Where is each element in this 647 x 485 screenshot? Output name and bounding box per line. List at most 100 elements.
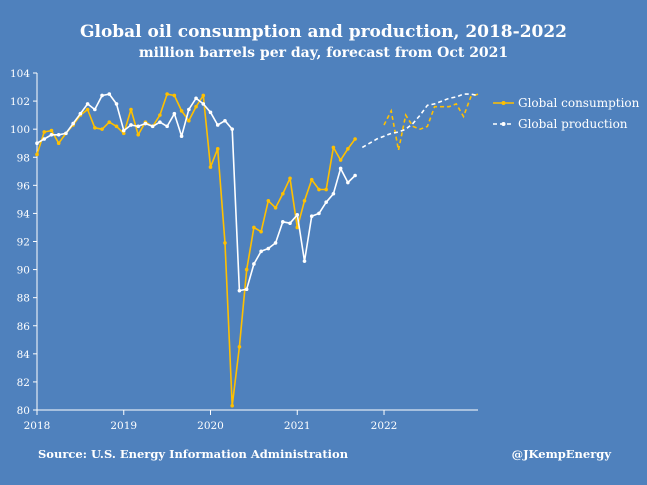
data-point — [129, 107, 133, 112]
data-point — [56, 141, 61, 146]
legend-label: Global production — [518, 117, 628, 131]
y-tick-label: 92 — [17, 237, 30, 249]
data-point — [208, 110, 213, 115]
data-point — [100, 93, 104, 98]
legend-entry: Global production — [493, 117, 628, 131]
x-tick-label: 2020 — [197, 420, 224, 432]
data-point — [194, 96, 198, 101]
data-point — [302, 259, 307, 263]
data-point — [136, 124, 141, 129]
series-production — [35, 92, 479, 293]
data-point — [281, 191, 285, 196]
data-point — [295, 213, 300, 217]
data-point — [49, 128, 54, 133]
legend-marker — [501, 101, 506, 105]
data-point — [78, 111, 83, 116]
y-tick-label: 80 — [17, 405, 30, 417]
data-point — [252, 262, 256, 266]
y-tick-label: 86 — [17, 321, 31, 333]
data-point — [49, 132, 54, 137]
data-point — [194, 104, 198, 109]
data-point — [114, 102, 119, 106]
data-point — [223, 241, 227, 245]
series-consumption — [35, 92, 479, 408]
y-tick-label: 90 — [17, 265, 30, 277]
data-point — [215, 123, 220, 127]
data-point — [158, 113, 162, 117]
data-point — [71, 121, 75, 126]
x-tick-label: 2022 — [371, 420, 398, 432]
data-point — [165, 124, 169, 129]
data-point — [93, 107, 97, 112]
data-point — [56, 132, 61, 137]
data-point — [237, 345, 242, 349]
data-point — [179, 134, 184, 138]
data-point — [309, 177, 314, 182]
series-line-history — [36, 93, 356, 407]
y-tick-label: 84 — [17, 349, 31, 361]
y-tick-label: 102 — [10, 96, 30, 108]
data-point — [266, 198, 271, 203]
legend-marker — [501, 122, 506, 126]
data-point — [288, 176, 292, 181]
source-note: Source: U.S. Energy Information Administ… — [38, 447, 349, 461]
y-tick-label: 104 — [10, 68, 30, 80]
data-point — [165, 92, 169, 96]
data-point — [353, 137, 357, 141]
data-point — [187, 107, 191, 112]
data-point — [35, 152, 39, 157]
y-tick-label: 98 — [17, 152, 30, 164]
y-tick-label: 82 — [17, 377, 30, 389]
series-line-forecast — [361, 93, 479, 149]
data-point — [179, 109, 184, 113]
data-point — [302, 198, 307, 203]
y-tick-label: 94 — [17, 208, 31, 220]
data-point — [201, 102, 206, 106]
data-point — [85, 102, 90, 106]
data-point — [42, 137, 47, 141]
chart-title: Global oil consumption and production, 2… — [79, 22, 568, 42]
data-point — [208, 165, 213, 169]
data-point — [346, 180, 350, 185]
data-point — [266, 246, 271, 251]
data-point — [324, 187, 328, 192]
data-point — [136, 132, 141, 137]
data-point — [259, 229, 263, 234]
y-tick-label: 88 — [17, 293, 30, 305]
x-tick-label: 2019 — [110, 420, 137, 432]
data-point — [129, 123, 133, 127]
data-point — [100, 127, 104, 131]
data-point — [121, 128, 126, 133]
data-point — [331, 145, 336, 150]
data-point — [172, 111, 177, 116]
data-point — [114, 124, 119, 129]
data-point — [259, 249, 263, 254]
data-point — [317, 211, 321, 216]
chart-subtitle: million barrels per day, forecast from O… — [138, 45, 509, 61]
data-point — [187, 118, 191, 123]
data-point — [143, 121, 148, 126]
data-point — [273, 241, 278, 245]
data-point — [244, 267, 249, 272]
data-point — [331, 191, 336, 196]
data-point — [150, 124, 155, 129]
y-tick-label: 100 — [10, 124, 30, 136]
data-point — [215, 147, 220, 151]
data-point — [121, 131, 126, 136]
data-point — [338, 166, 343, 171]
x-tick-label: 2021 — [284, 420, 311, 432]
data-point — [338, 158, 343, 162]
data-point — [295, 225, 300, 230]
data-point — [252, 225, 256, 230]
data-point — [309, 214, 314, 219]
data-point — [237, 288, 242, 293]
data-point — [281, 220, 285, 224]
data-point — [64, 131, 68, 136]
y-tick-label: 96 — [17, 180, 31, 192]
data-point — [85, 107, 90, 112]
x-tick-label: 2018 — [24, 420, 51, 432]
data-point — [273, 206, 278, 210]
data-point — [230, 403, 234, 408]
